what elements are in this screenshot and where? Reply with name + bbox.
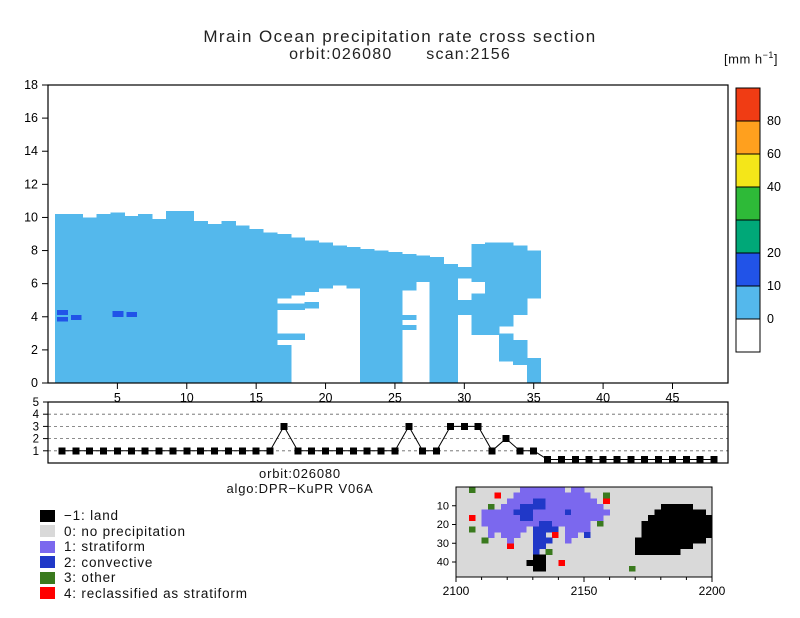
- units-suffix: ]: [773, 51, 779, 67]
- rain-type-map: [455, 486, 713, 578]
- svg-text:4: 4: [33, 409, 40, 421]
- legend-item-reclassified: 4: reclassified as stratiform: [40, 586, 248, 602]
- legend-swatch-other: [40, 571, 55, 584]
- chart-title: Mrain Ocean precipitation rate cross sec…: [203, 27, 597, 46]
- svg-text:16: 16: [24, 111, 38, 125]
- svg-text:35: 35: [527, 391, 541, 405]
- svg-text:10: 10: [180, 391, 194, 405]
- cross-section-heatmap: [54, 210, 542, 383]
- legend-label: 2: convective: [64, 554, 154, 570]
- svg-text:25: 25: [388, 391, 402, 405]
- svg-text:2100: 2100: [443, 584, 470, 598]
- svg-text:20: 20: [437, 519, 449, 531]
- svg-text:4: 4: [31, 310, 38, 324]
- legend-label: 0: no precipitation: [64, 523, 186, 539]
- map-axes: 2100 2150 2200 10 20 30 40: [437, 500, 726, 598]
- svg-text:5: 5: [114, 391, 121, 405]
- legend-item-land: −1: land: [40, 508, 248, 524]
- legend-swatch-stratiform: [40, 540, 55, 553]
- legend-swatch-no-precip: [40, 525, 55, 538]
- legend-item-other: 3: other: [40, 570, 248, 586]
- svg-text:30: 30: [457, 391, 471, 405]
- svg-text:30: 30: [437, 538, 449, 550]
- svg-text:10: 10: [767, 279, 781, 293]
- svg-text:14: 14: [24, 144, 38, 158]
- algo-line: algo:DPR−KuPR V06A: [226, 481, 374, 496]
- svg-text:12: 12: [24, 177, 38, 191]
- orbit-info: orbit:026080 algo:DPR−KuPR V06A: [150, 466, 450, 496]
- rain-type-legend: −1: land 0: no precipitation 1: stratiform…: [40, 508, 248, 601]
- colorbar-units-label: [mm h−1]: [724, 50, 798, 66]
- svg-text:0: 0: [767, 312, 774, 326]
- svg-text:0: 0: [31, 376, 38, 390]
- svg-text:8: 8: [31, 244, 38, 258]
- legend-label: −1: land: [64, 508, 119, 524]
- svg-text:15: 15: [249, 391, 263, 405]
- legend-item-no-precip: 0: no precipitation: [40, 524, 248, 540]
- svg-text:18: 18: [24, 78, 38, 92]
- svg-text:1: 1: [33, 446, 39, 458]
- legend-item-convective: 2: convective: [40, 555, 248, 571]
- legend-swatch-convective: [40, 556, 55, 569]
- legend-swatch-land: [40, 509, 55, 522]
- rain-type-markers: [58, 422, 718, 463]
- svg-text:40: 40: [437, 557, 449, 569]
- orbit-line: orbit:026080: [259, 466, 341, 481]
- svg-text:40: 40: [767, 180, 781, 194]
- svg-text:20: 20: [767, 246, 781, 260]
- units-prefix: [mm h: [724, 51, 763, 67]
- svg-text:2200: 2200: [699, 584, 726, 598]
- legend-label: 1: stratiform: [64, 539, 146, 555]
- svg-text:10: 10: [24, 210, 38, 224]
- svg-text:40: 40: [596, 391, 610, 405]
- legend-label: 3: other: [64, 570, 117, 586]
- legend-item-stratiform: 1: stratiform: [40, 539, 248, 555]
- svg-text:6: 6: [31, 277, 38, 291]
- svg-text:5: 5: [33, 397, 39, 409]
- svg-text:20: 20: [319, 391, 333, 405]
- legend-label: 4: reclassified as stratiform: [64, 585, 248, 601]
- legend-swatch-reclassified: [40, 587, 55, 600]
- units-exponent: −1: [762, 50, 774, 60]
- svg-text:2150: 2150: [571, 584, 598, 598]
- chart-subtitle: orbit:026080 scan:2156: [289, 46, 511, 63]
- svg-text:3: 3: [33, 421, 39, 433]
- svg-text:2: 2: [31, 343, 38, 357]
- colorbar: 0 10 20 40 60 80: [735, 87, 781, 353]
- svg-text:10: 10: [437, 500, 449, 512]
- svg-text:80: 80: [767, 114, 781, 128]
- svg-text:2: 2: [33, 434, 39, 446]
- svg-text:45: 45: [666, 391, 680, 405]
- svg-text:60: 60: [767, 147, 781, 161]
